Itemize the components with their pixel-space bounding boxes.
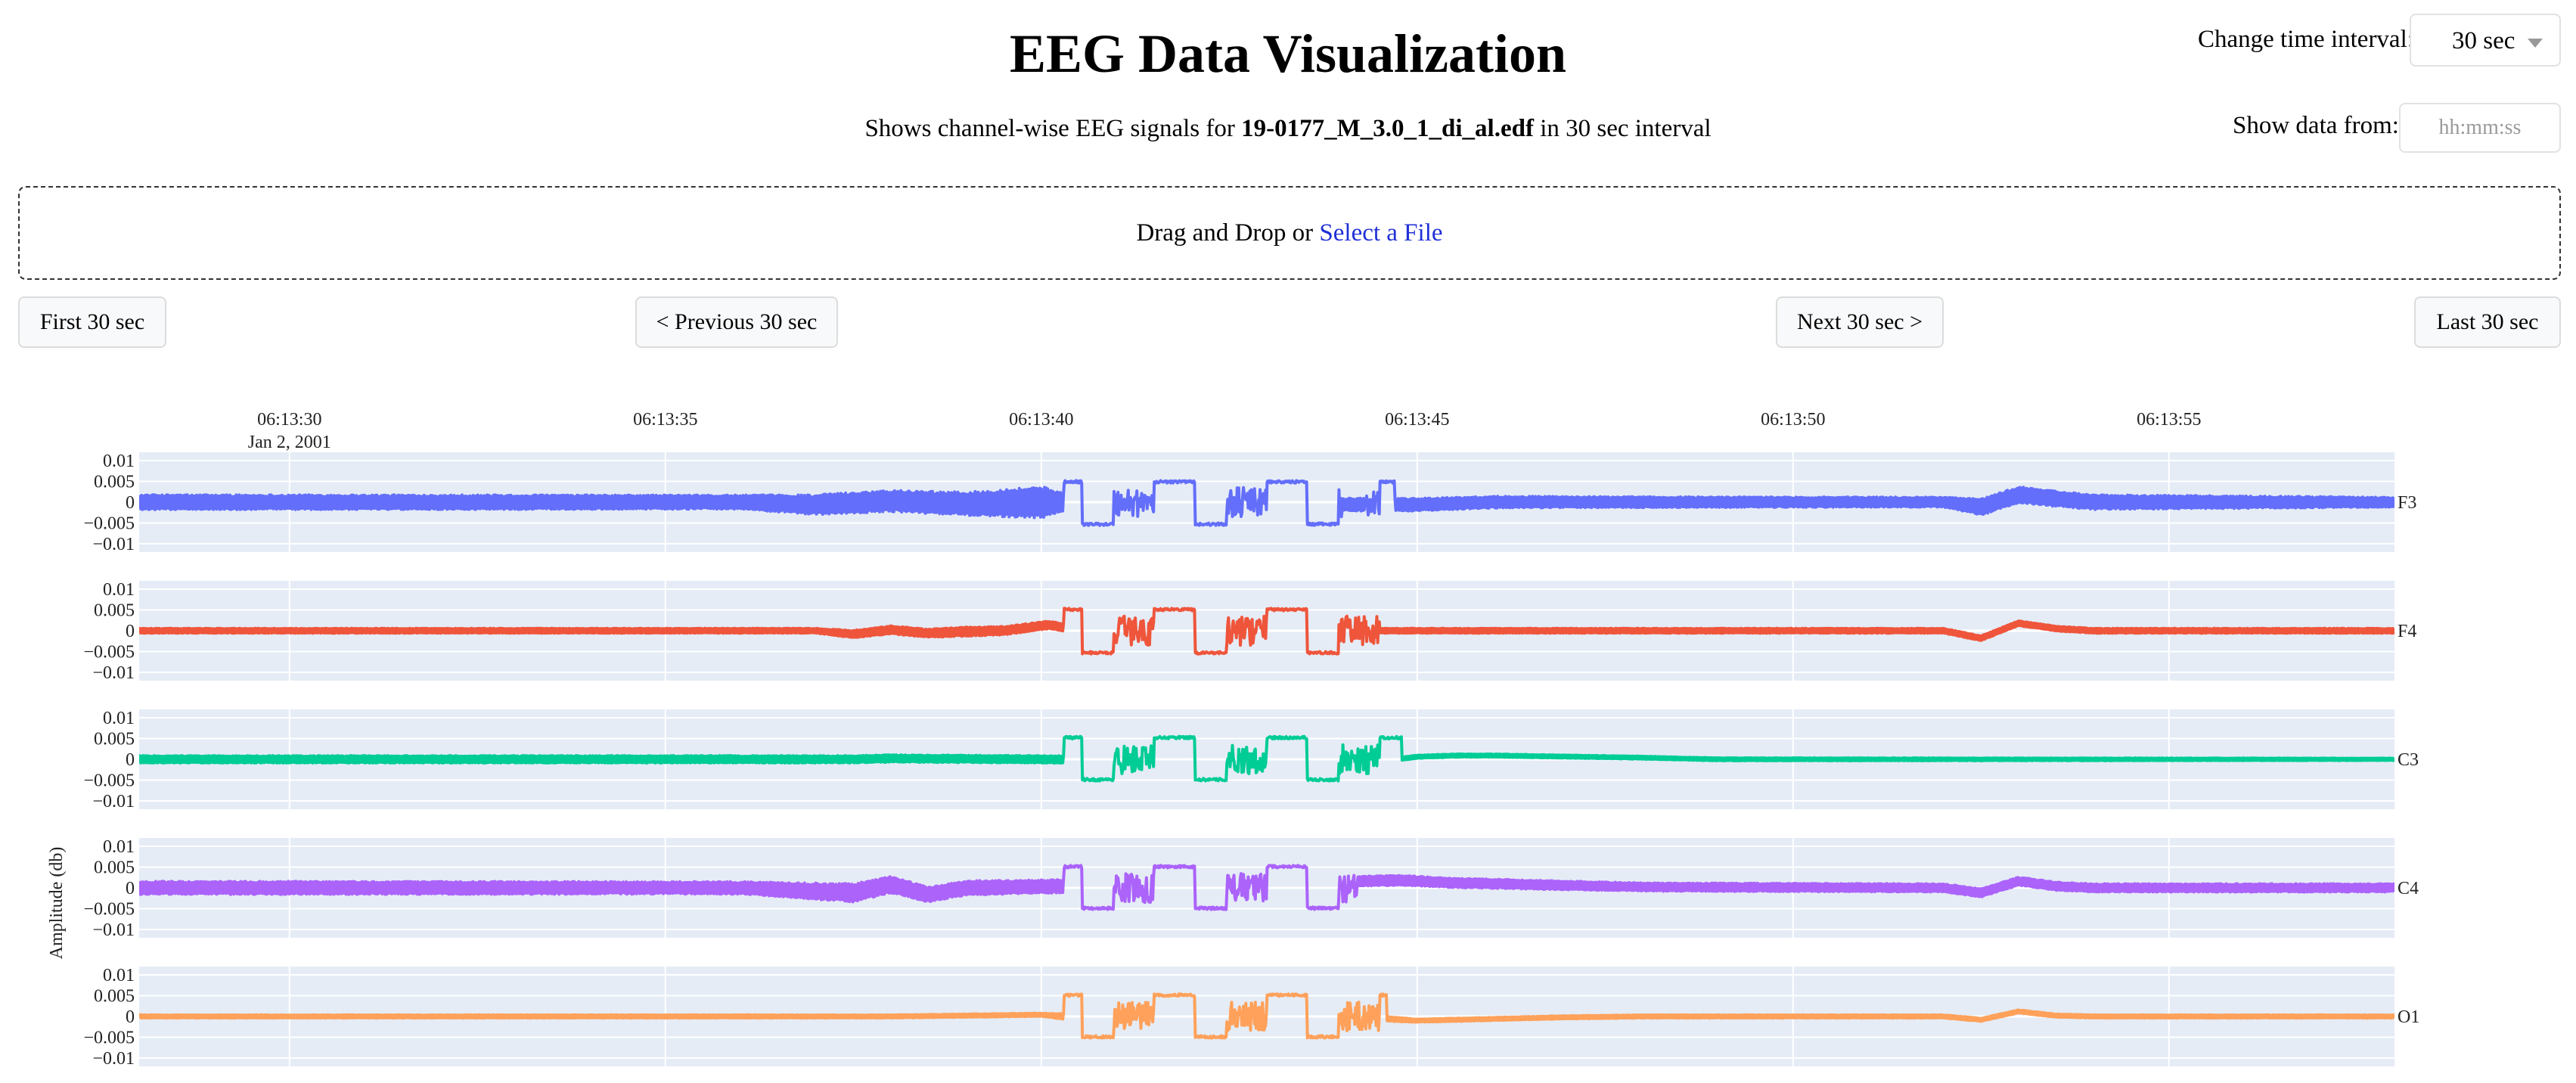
show-from-label: Show data from: xyxy=(2233,112,2399,139)
y-tick-label: 0 xyxy=(126,493,135,513)
previous-interval-button[interactable]: < Previous 30 sec xyxy=(635,296,838,348)
y-tick-label: −0.005 xyxy=(83,771,135,791)
select-file-link[interactable]: Select a File xyxy=(1319,219,1443,247)
channel-label: O1 xyxy=(2398,1007,2419,1027)
y-tick-label: −0.01 xyxy=(92,535,135,554)
y-tick-label: −0.005 xyxy=(83,643,135,663)
y-tick-label: 0.01 xyxy=(103,452,135,471)
y-axis-label: Amplitude (db) xyxy=(47,847,67,960)
y-tick-label: 0.01 xyxy=(103,966,135,985)
y-tick-label: −0.005 xyxy=(83,1029,135,1048)
channel-label: C4 xyxy=(2398,879,2419,898)
y-tick-label: −0.005 xyxy=(83,514,135,534)
series-line-o1 xyxy=(139,992,2394,1040)
y-tick-label: 0 xyxy=(126,750,135,770)
y-tick-label: −0.005 xyxy=(83,900,135,920)
y-tick-label: 0 xyxy=(126,879,135,898)
y-tick-label: 0.005 xyxy=(94,601,135,621)
x-tick-label: 06:13:40 xyxy=(1009,410,1073,430)
y-tick-label: 0.005 xyxy=(94,730,135,749)
channel-label: F3 xyxy=(2398,493,2416,513)
y-tick-label: 0.005 xyxy=(94,858,135,878)
y-tick-label: 0.01 xyxy=(103,709,135,728)
dropzone-text: Drag and Drop or xyxy=(1136,219,1320,247)
x-tick-label: 06:13:35 xyxy=(633,410,697,430)
subtitle-suffix: in 30 sec interval xyxy=(1533,115,1712,142)
y-tick-label: −0.01 xyxy=(92,792,135,811)
series-line-f3 xyxy=(139,479,2394,527)
first-interval-button[interactable]: First 30 sec xyxy=(18,296,166,348)
y-tick-label: 0 xyxy=(126,622,135,641)
x-tick-label: 06:13:50 xyxy=(1761,410,1825,430)
page-subtitle: Shows channel-wise EEG signals for 19-01… xyxy=(0,115,2576,143)
x-tick-label: 06:13:45 xyxy=(1385,410,1449,430)
y-tick-label: 0.005 xyxy=(94,473,135,492)
y-tick-label: −0.01 xyxy=(92,1049,135,1069)
x-tick-label: 06:13:55 xyxy=(2137,410,2201,430)
x-date-label: Jan 2, 2001 xyxy=(248,433,331,452)
y-tick-label: 0.005 xyxy=(94,987,135,1007)
next-interval-button[interactable]: Next 30 sec > xyxy=(1776,296,1944,348)
last-interval-button[interactable]: Last 30 sec xyxy=(2414,296,2561,348)
x-tick-label: 06:13:30 xyxy=(257,410,321,430)
channel-label: F4 xyxy=(2398,622,2416,641)
y-tick-label: −0.01 xyxy=(92,663,135,683)
y-tick-label: 0.01 xyxy=(103,837,135,857)
y-tick-label: 0 xyxy=(126,1007,135,1027)
channel-label: C3 xyxy=(2398,750,2419,770)
page-title: EEG Data Visualization xyxy=(1009,23,1567,84)
subtitle-prefix: Shows channel-wise EEG signals for xyxy=(864,115,1242,142)
y-tick-label: −0.01 xyxy=(92,920,135,940)
interval-dropdown[interactable]: 30 sec xyxy=(2410,14,2561,67)
time-input[interactable] xyxy=(2399,103,2561,153)
interval-label: Change time interval: xyxy=(2198,26,2414,53)
interval-value: 30 sec xyxy=(2452,27,2515,54)
y-tick-label: 0.01 xyxy=(103,580,135,600)
series-line-f4 xyxy=(139,607,2394,656)
series-line-c4 xyxy=(139,864,2394,911)
series-line-c3 xyxy=(139,734,2394,783)
caret-down-icon xyxy=(2528,39,2543,48)
file-name: 19-0177_M_3.0_1_di_al.edf xyxy=(1241,115,1534,142)
file-dropzone[interactable]: Drag and Drop or Select a File xyxy=(18,186,2561,280)
